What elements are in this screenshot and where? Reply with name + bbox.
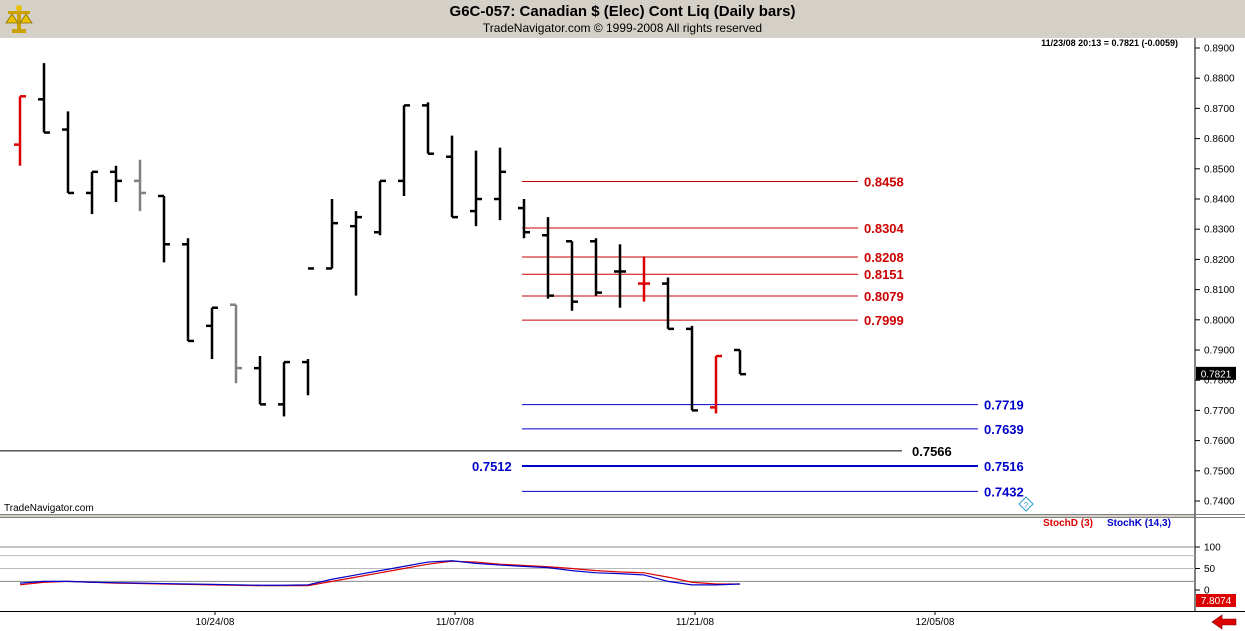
- status-readout: 11/23/08 20:13 = 0.7821 (-0.0059): [1041, 38, 1178, 48]
- price-tick-label: 0.8300: [1204, 225, 1235, 236]
- last-price-tag: 0.7821: [1196, 366, 1236, 380]
- date-label: 11/21/08: [676, 617, 715, 628]
- level-label: 0.8208: [864, 250, 904, 265]
- price-tick-label: 0.8200: [1204, 255, 1235, 266]
- price-tick-label: 0.8400: [1204, 195, 1235, 206]
- ohlc-bar: [614, 244, 626, 308]
- price-tick-label: 0.7700: [1204, 406, 1235, 417]
- level-label: 0.8458: [864, 174, 904, 189]
- ohlc-bar: [278, 360, 290, 417]
- ohlc-bar: [470, 150, 482, 227]
- price-tick-label: 0.8700: [1204, 104, 1235, 115]
- ohlc-bar: [110, 165, 122, 203]
- stoch-tick-label: 50: [1204, 564, 1216, 575]
- watermark: TradeNavigator.com: [4, 503, 94, 514]
- svg-text:?: ?: [1024, 501, 1029, 510]
- price-tick-label: 0.8600: [1204, 134, 1235, 145]
- gold-scales-logo-icon[interactable]: [4, 3, 34, 35]
- level-label: 0.7999: [864, 313, 904, 328]
- ohlc-bar: [14, 95, 26, 166]
- ohlc-bar: [494, 147, 506, 221]
- price-tick-label: 0.8500: [1204, 164, 1235, 175]
- ohlc-bar: [230, 303, 242, 384]
- price-tick-label: 0.7400: [1204, 497, 1235, 508]
- date-axis: 10/24/08 11/07/08 11/21/08 12/05/08: [196, 611, 955, 628]
- price-panel: [0, 38, 1195, 514]
- ohlc-bar: [446, 135, 458, 219]
- ohlc-bar: [518, 199, 530, 239]
- fib-levels: 0.8458 0.8304 0.8208 0.8151 0.8079 0.7999 0.77…: [0, 174, 1024, 499]
- stoch-tick-label: 0: [1204, 586, 1210, 597]
- stoch-k-line: [19, 560, 741, 586]
- price-axis-panel: [1195, 38, 1245, 611]
- price-axis: 0.8900 0.8800 0.8700 0.8600 0.8500 0.8400 0.83…: [1195, 44, 1235, 508]
- last-price-label: 0.7821: [1201, 369, 1232, 380]
- date-label: 10/24/08: [196, 617, 235, 628]
- level-label: 0.7639: [984, 422, 1024, 437]
- level-label: 0.7432: [984, 484, 1024, 499]
- ohlc-bar: [86, 170, 98, 215]
- ohlc-bar: [182, 238, 194, 343]
- ohlc-bar: [134, 159, 146, 212]
- price-tick-label: 0.7600: [1204, 436, 1235, 447]
- price-tick-label: 0.7800: [1204, 376, 1235, 387]
- ohlc-bar: [62, 111, 74, 195]
- level-label: 0.8304: [864, 221, 905, 236]
- ohlc-bar: [542, 217, 554, 299]
- stoch-tick-label: 100: [1204, 543, 1221, 554]
- ohlc-bar: [590, 238, 602, 296]
- level-label: 0.7719: [984, 398, 1024, 413]
- stoch-value-label: 7.8074: [1201, 596, 1232, 607]
- date-label: 12/05/08: [916, 617, 955, 628]
- stochastic-indicator: 100 50 0: [0, 543, 1221, 597]
- chart-subtitle: TradeNavigator.com © 1999-2008 All right…: [482, 21, 763, 35]
- price-tick-label: 0.8000: [1204, 315, 1235, 326]
- stochastic-panel: [0, 518, 1195, 611]
- price-tick-label: 0.7500: [1204, 466, 1235, 477]
- level-label: 0.7566: [912, 444, 952, 459]
- chart-title: G6C-057: Canadian $ (Elec) Cont Liq (Dai…: [449, 3, 796, 20]
- ohlc-bar: [374, 179, 386, 236]
- scroll-left-arrow-icon[interactable]: [1211, 614, 1237, 630]
- level-label: 0.8079: [864, 289, 904, 304]
- chart-header: G6C-057: Canadian $ (Elec) Cont Liq (Dai…: [0, 0, 1245, 38]
- date-axis-panel: [0, 611, 1245, 631]
- ohlc-bar: [38, 63, 50, 134]
- price-tick-label: 0.8900: [1204, 44, 1235, 55]
- level-label: 0.7516: [984, 459, 1024, 474]
- help-diamond-icon[interactable]: ?: [1018, 496, 1034, 512]
- date-label: 11/07/08: [436, 617, 475, 628]
- stoch-d-legend: StochD (3): [1043, 518, 1093, 529]
- ohlc-bar: [734, 348, 746, 376]
- ohlc-bar: [254, 356, 266, 406]
- ohlc-bar: [422, 102, 434, 155]
- price-tick-label: 0.7900: [1204, 346, 1235, 357]
- level-label: 0.8151: [864, 267, 904, 282]
- ohlc-bar: [158, 194, 170, 263]
- ohlc-bar: [326, 199, 338, 270]
- ohlc-bar: [566, 240, 578, 311]
- ohlc-bar: [710, 354, 722, 414]
- ohlc-bar: [662, 277, 674, 331]
- ohlc-bar: [206, 306, 218, 360]
- stoch-k-legend: StochK (14,3): [1107, 518, 1171, 529]
- left-level-label: 0.7512: [472, 459, 512, 474]
- price-bars: [14, 63, 746, 417]
- ohlc-bar: [638, 256, 650, 302]
- stoch-value-tag: 7.8074: [1196, 594, 1236, 607]
- price-tick-label: 0.8800: [1204, 74, 1235, 85]
- ohlc-bar: [686, 325, 698, 412]
- price-tick-label: 0.8100: [1204, 285, 1235, 296]
- ohlc-bar: [398, 104, 410, 196]
- ohlc-bar: [350, 211, 362, 296]
- ohlc-bar: [302, 267, 314, 396]
